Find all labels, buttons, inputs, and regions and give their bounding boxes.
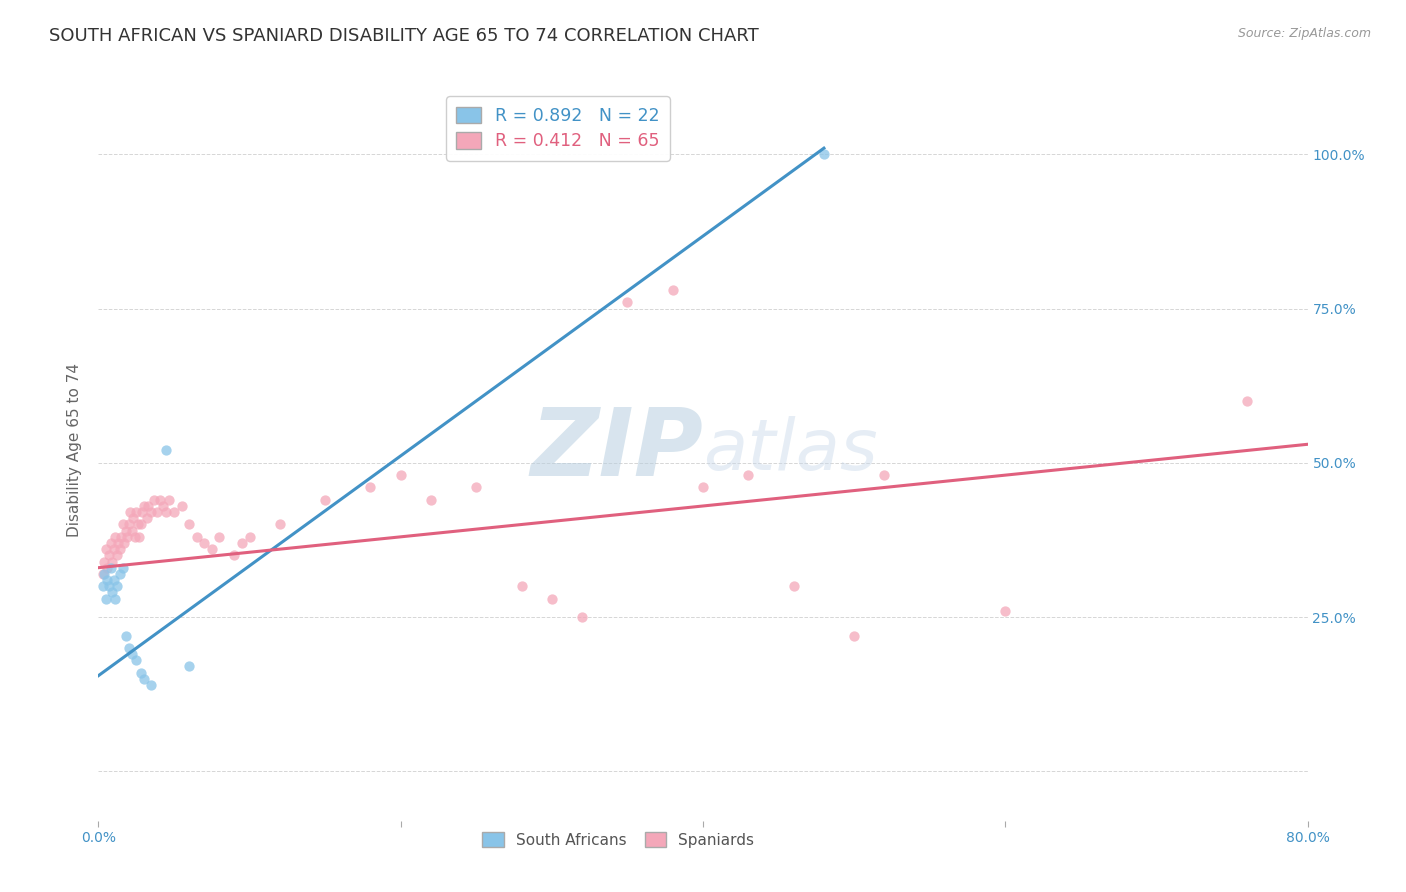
Point <box>118 517 141 532</box>
Point <box>101 554 124 569</box>
Point <box>155 505 177 519</box>
Point <box>149 492 172 507</box>
Point <box>186 530 208 544</box>
Point <box>103 542 125 557</box>
Point <box>813 147 835 161</box>
Point <box>201 542 224 557</box>
Point <box>93 566 115 581</box>
Point <box>115 530 138 544</box>
Point <box>465 481 488 495</box>
Point <box>108 566 131 581</box>
Point <box>360 481 382 495</box>
Point <box>152 499 174 513</box>
Point <box>129 517 152 532</box>
Point <box>112 536 135 550</box>
Point <box>179 659 201 673</box>
Text: Source: ZipAtlas.com: Source: ZipAtlas.com <box>1237 27 1371 40</box>
Point <box>125 653 148 667</box>
Point <box>96 560 118 574</box>
Point <box>103 573 125 587</box>
Point <box>136 499 159 513</box>
Point <box>94 542 117 557</box>
Point <box>661 283 683 297</box>
Point <box>91 579 114 593</box>
Point <box>143 492 166 507</box>
Point <box>118 640 141 655</box>
Text: atlas: atlas <box>703 416 877 485</box>
Point <box>105 549 128 563</box>
Point <box>510 579 533 593</box>
Point <box>314 492 336 507</box>
Point <box>104 530 127 544</box>
Point <box>129 665 152 680</box>
Point <box>107 536 129 550</box>
Point <box>127 517 149 532</box>
Point <box>114 629 136 643</box>
Point <box>104 591 127 606</box>
Point <box>111 517 134 532</box>
Point <box>141 505 163 519</box>
Point <box>540 591 562 606</box>
Point <box>128 530 150 544</box>
Y-axis label: Disability Age 65 to 74: Disability Age 65 to 74 <box>67 363 83 538</box>
Point <box>239 530 262 544</box>
Point <box>844 629 866 643</box>
Point <box>193 536 215 550</box>
Point <box>111 560 134 574</box>
Point <box>100 536 122 550</box>
Point <box>1236 394 1258 409</box>
Point <box>96 573 118 587</box>
Point <box>108 542 131 557</box>
Point <box>231 536 253 550</box>
Point <box>616 295 638 310</box>
Legend: South Africans, Spaniards: South Africans, Spaniards <box>477 826 761 854</box>
Point <box>224 549 246 563</box>
Text: SOUTH AFRICAN VS SPANIARD DISABILITY AGE 65 TO 74 CORRELATION CHART: SOUTH AFRICAN VS SPANIARD DISABILITY AGE… <box>49 27 759 45</box>
Point <box>155 443 177 458</box>
Point <box>124 530 146 544</box>
Point <box>208 530 231 544</box>
Point <box>179 517 201 532</box>
Point <box>125 505 148 519</box>
Point <box>120 505 142 519</box>
Point <box>131 505 153 519</box>
Point <box>91 566 114 581</box>
Point <box>114 524 136 538</box>
Point <box>132 499 155 513</box>
Point <box>122 511 145 525</box>
Point <box>269 517 291 532</box>
Point <box>98 549 121 563</box>
Point <box>571 610 593 624</box>
Point <box>420 492 443 507</box>
Point <box>737 468 759 483</box>
Point <box>389 468 412 483</box>
Point <box>101 585 124 599</box>
Point <box>141 678 163 692</box>
Point <box>100 560 122 574</box>
Point <box>93 554 115 569</box>
Point <box>170 499 193 513</box>
Point <box>163 505 186 519</box>
Point <box>135 511 157 525</box>
Point <box>146 505 169 519</box>
Point <box>132 672 155 686</box>
Point <box>873 468 896 483</box>
Point <box>121 647 143 661</box>
Point <box>159 492 181 507</box>
Point <box>783 579 806 593</box>
Point <box>98 579 121 593</box>
Text: ZIP: ZIP <box>530 404 703 497</box>
Point <box>994 604 1017 618</box>
Point <box>94 591 117 606</box>
Point <box>692 481 714 495</box>
Point <box>105 579 128 593</box>
Point <box>121 524 143 538</box>
Point <box>110 530 132 544</box>
